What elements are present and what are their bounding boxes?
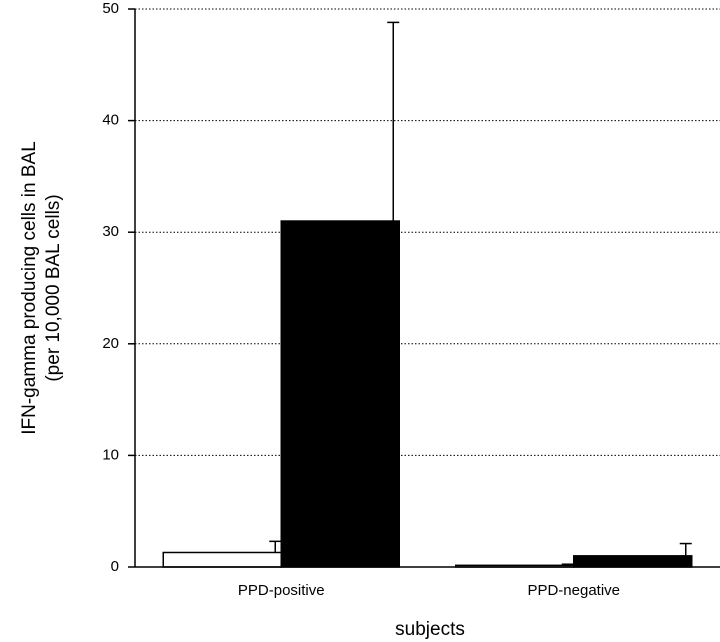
y-tick-label: 10 <box>102 446 119 463</box>
x-axis-title: subjects <box>395 619 465 640</box>
y-tick-label: 50 <box>102 0 119 17</box>
bar <box>280 220 400 568</box>
y-axis-title: IFN-gamma producing cells in BAL <box>19 141 40 435</box>
y-axis-subtitle: (per 10,000 BAL cells) <box>43 194 64 381</box>
bar <box>573 555 693 568</box>
bar <box>162 551 282 568</box>
y-tick-label: 20 <box>102 335 119 352</box>
x-tick-label: PPD-positive <box>238 582 325 599</box>
y-tick-label: 0 <box>111 558 119 575</box>
x-tick-label: PPD-negative <box>527 582 620 599</box>
y-tick-label: 40 <box>102 112 119 129</box>
y-tick-label: 30 <box>102 223 119 240</box>
